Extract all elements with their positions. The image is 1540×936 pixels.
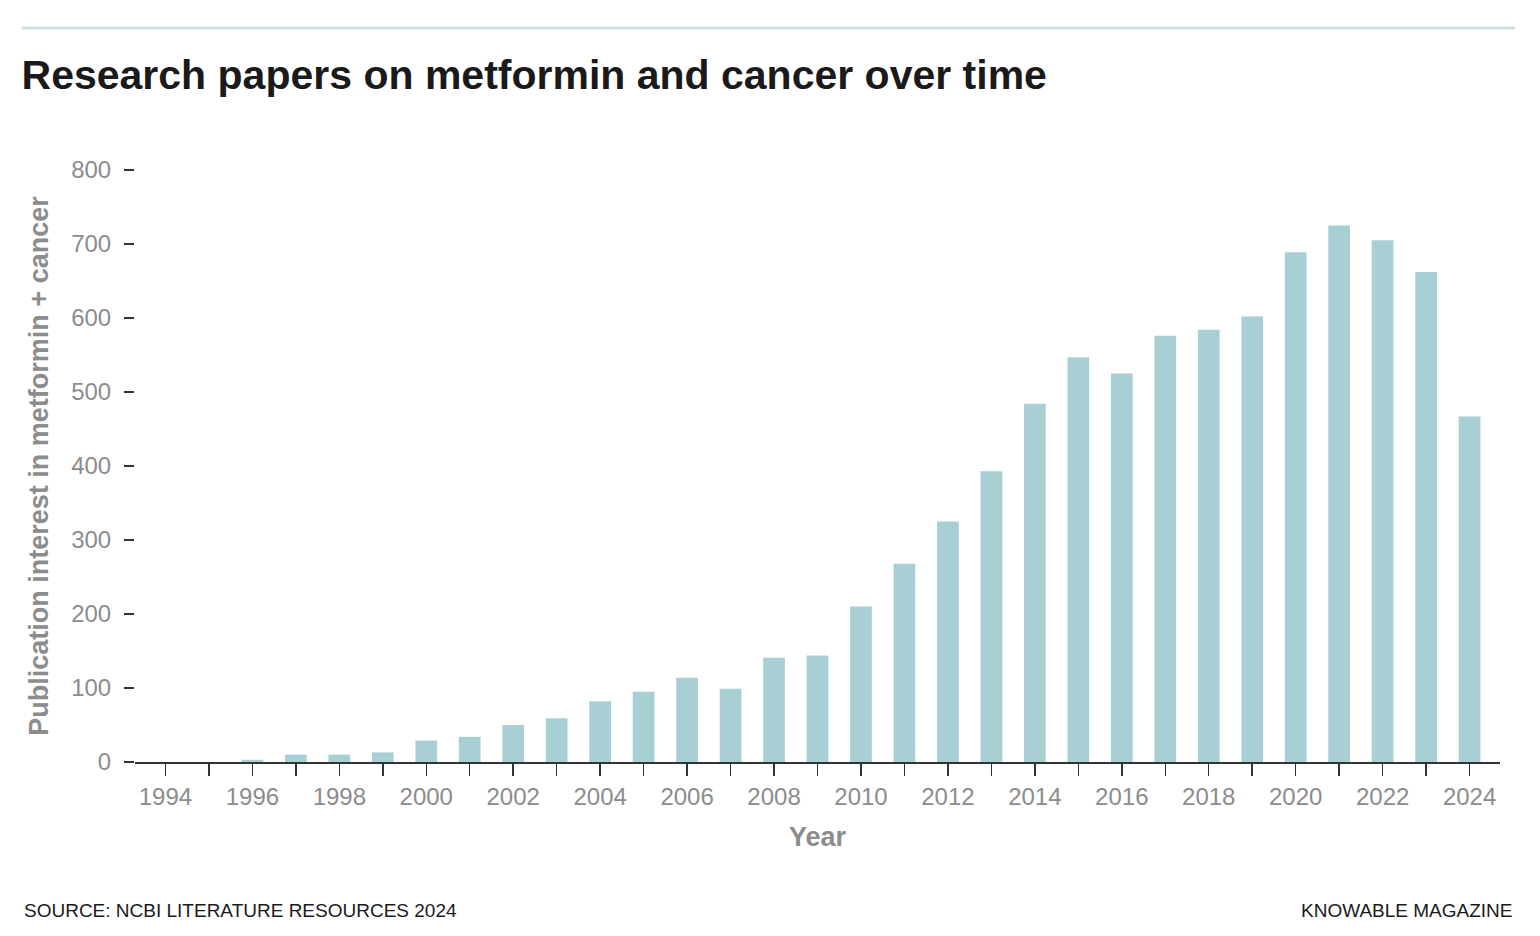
svg-text:1996: 1996 (226, 783, 279, 810)
svg-text:600: 600 (71, 304, 111, 331)
svg-text:1994: 1994 (139, 783, 192, 810)
svg-text:100: 100 (71, 674, 111, 701)
svg-text:500: 500 (71, 378, 111, 405)
svg-text:2014: 2014 (1008, 783, 1061, 810)
svg-text:2022: 2022 (1356, 783, 1409, 810)
svg-text:Year: Year (789, 822, 847, 852)
svg-text:2008: 2008 (747, 783, 800, 810)
svg-text:Publication interest in metfor: Publication interest in metformin + canc… (24, 196, 54, 736)
svg-text:2020: 2020 (1269, 783, 1322, 810)
svg-text:2018: 2018 (1182, 783, 1235, 810)
svg-text:2006: 2006 (660, 783, 713, 810)
svg-text:2016: 2016 (1095, 783, 1148, 810)
svg-text:800: 800 (71, 156, 111, 183)
svg-text:SOURCE: NCBI LITERATURE RESOUR: SOURCE: NCBI LITERATURE RESOURCES 2024 (24, 900, 457, 921)
svg-text:KNOWABLE MAGAZINE: KNOWABLE MAGAZINE (1301, 900, 1513, 921)
svg-text:2024: 2024 (1443, 783, 1496, 810)
svg-text:2000: 2000 (400, 783, 453, 810)
svg-text:400: 400 (71, 452, 111, 479)
svg-text:Research papers on metformin a: Research papers on metformin and cancer … (22, 52, 1047, 98)
svg-text:700: 700 (71, 230, 111, 257)
svg-text:2012: 2012 (921, 783, 974, 810)
svg-text:2004: 2004 (573, 783, 626, 810)
svg-text:2002: 2002 (487, 783, 540, 810)
svg-text:1998: 1998 (313, 783, 366, 810)
svg-text:2010: 2010 (834, 783, 887, 810)
svg-text:0: 0 (98, 748, 111, 775)
svg-text:200: 200 (71, 600, 111, 627)
svg-text:300: 300 (71, 526, 111, 553)
